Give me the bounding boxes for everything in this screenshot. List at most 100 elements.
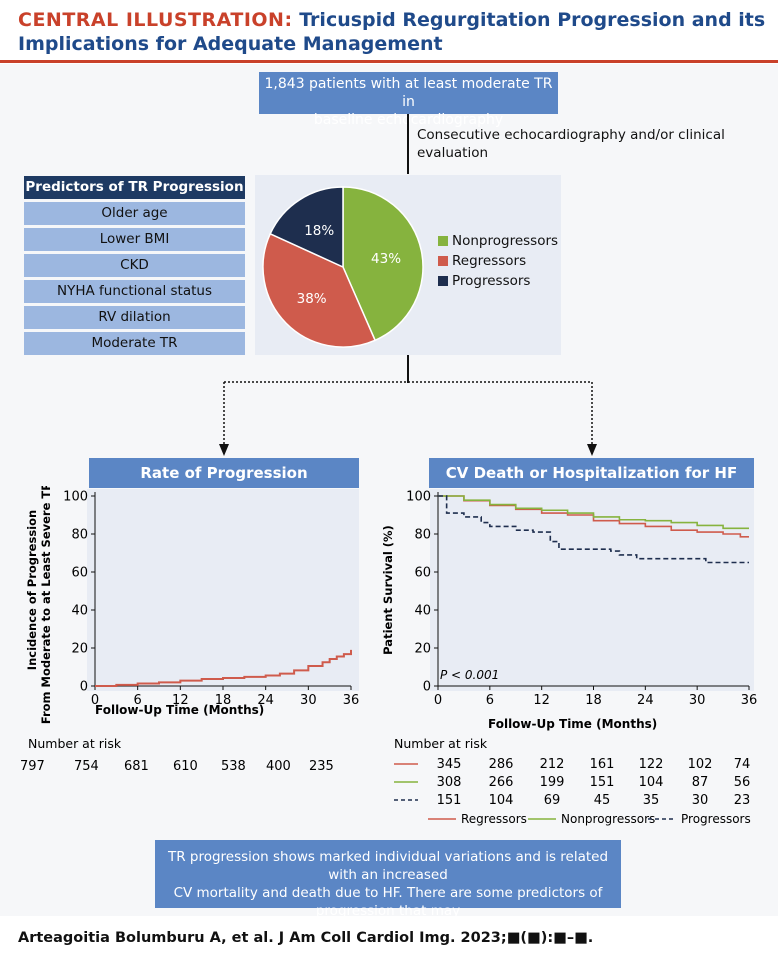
x-tick-label: 12 <box>533 693 550 708</box>
x-tick-label: 24 <box>257 693 274 708</box>
evaluation-line2: evaluation <box>417 145 489 161</box>
flow-connector-mid <box>407 355 409 383</box>
risk-value: 151 <box>590 775 615 790</box>
title-divider <box>0 60 778 63</box>
y-tick-label: 0 <box>80 680 88 695</box>
x-axis-label: Follow-Up Time (Months) <box>488 717 657 731</box>
predictor-item: CKD <box>24 254 245 277</box>
survival-chart-title: CV Death or Hospitalization for HF <box>429 458 754 488</box>
x-tick-label: 18 <box>215 693 232 708</box>
x-tick-label: 6 <box>486 693 494 708</box>
x-tick-label: 0 <box>91 693 99 708</box>
x-tick-label: 24 <box>637 693 654 708</box>
risk-value: 30 <box>692 793 709 808</box>
predictor-item: NYHA functional status <box>24 280 245 303</box>
series-line-incidence <box>95 649 352 687</box>
predictors-title: Predictors of TR Progression <box>24 176 245 199</box>
pie-label-progressors: 18% <box>304 223 334 239</box>
rate-chart-title: Rate of Progression <box>89 458 359 488</box>
summary-line2: CV mortality and death due to HF. There … <box>173 885 603 919</box>
plot-area <box>87 489 359 691</box>
y-tick-label: 80 <box>414 528 431 543</box>
legend-label-nonprogressors: Nonprogressors <box>452 233 558 249</box>
pie-label-nonprogressors: 43% <box>371 251 401 267</box>
legend-label-progressors: Progressors <box>681 812 751 826</box>
summary-box: TR progression shows marked individual v… <box>155 840 621 937</box>
y-axis-label: Patient Survival (%) <box>381 525 395 655</box>
x-tick-label: 36 <box>343 693 360 708</box>
legend-swatch-regressors <box>438 256 448 266</box>
legend-swatch-progressors <box>438 276 448 286</box>
risk-value: 104 <box>489 793 514 808</box>
risk-value: 102 <box>688 757 713 772</box>
x-tick-label: 36 <box>741 693 758 708</box>
x-tick-label: 6 <box>134 693 142 708</box>
pie-panel: 43% 38% 18% Nonprogressors Regressors Progre… <box>255 175 561 355</box>
risk-value: 610 <box>173 759 198 774</box>
arrow-down-icon <box>219 444 229 456</box>
title-bar <box>0 0 778 58</box>
pie-slice-regressors <box>262 232 377 348</box>
risk-value: 538 <box>221 759 246 774</box>
evaluation-text: Consecutive echocardiography and/or clin… <box>417 126 727 162</box>
series-line-progressors <box>438 495 749 564</box>
risk-value: 56 <box>734 775 751 790</box>
pie-chart: 43% 38% 18% Nonprogressors Regressors Progre… <box>262 186 558 348</box>
risk-title: Number at risk <box>394 736 488 751</box>
x-tick-label: 30 <box>300 693 317 708</box>
y-tick-label: 60 <box>414 566 431 581</box>
survival-chart: 0 20 40 60 80 100 0 6 12 18 24 30 36 P < 0.001 Follo… <box>381 489 758 826</box>
p-value: P < 0.001 <box>440 668 499 682</box>
arrow-down-icon <box>587 444 597 456</box>
y-tick-label: 0 <box>423 680 431 695</box>
y-tick-label: 40 <box>71 604 88 619</box>
patients-line1: 1,843 patients with at least moderate TR… <box>264 76 553 110</box>
flow-connector-top <box>407 114 409 174</box>
citation: Arteagoitia Bolumburu A, et al. J Am Col… <box>18 930 594 946</box>
risk-value: 35 <box>643 793 660 808</box>
predictor-item: Moderate TR <box>24 332 245 355</box>
x-tick-label: 30 <box>689 693 706 708</box>
plot-area <box>430 489 754 691</box>
y-tick-label: 40 <box>414 604 431 619</box>
x-tick-label: 12 <box>172 693 189 708</box>
y-tick-label: 100 <box>406 490 431 505</box>
y-axis-label: Incidence of Progression <box>25 510 39 670</box>
risk-value: 104 <box>639 775 664 790</box>
series-line-nonprogressors <box>438 495 749 530</box>
patients-box: 1,843 patients with at least moderate TR… <box>259 72 558 128</box>
risk-value: 266 <box>489 775 514 790</box>
x-tick-label: 18 <box>585 693 602 708</box>
pie-label-regressors: 38% <box>297 291 327 307</box>
risk-value: 235 <box>309 759 334 774</box>
risk-value: 74 <box>734 757 751 772</box>
risk-value: 87 <box>692 775 709 790</box>
risk-value: 69 <box>544 793 561 808</box>
risk-value: 212 <box>540 757 565 772</box>
y-tick-label: 80 <box>71 528 88 543</box>
y-axis-label: From Moderate to at Least Severe TR (%) <box>39 486 53 724</box>
legend-label-regressors: Regressors <box>461 812 527 826</box>
pie-slice-progressors <box>269 186 344 269</box>
summary-line3: allow an early identification of patient… <box>171 921 605 937</box>
risk-value: 199 <box>540 775 565 790</box>
risk-value: 754 <box>74 759 99 774</box>
risk-title: Number at risk <box>28 736 122 751</box>
summary-line1: TR progression shows marked individual v… <box>167 849 609 883</box>
risk-value: 45 <box>594 793 611 808</box>
predictor-item: RV dilation <box>24 306 245 329</box>
risk-value: 23 <box>734 793 751 808</box>
figure-title-text1: Tricuspid Regurgitation Progression and … <box>299 9 766 31</box>
risk-value: 161 <box>590 757 615 772</box>
risk-value: 286 <box>489 757 514 772</box>
series-line-regressors <box>438 495 749 538</box>
risk-value: 400 <box>266 759 291 774</box>
predictor-item: Older age <box>24 202 245 225</box>
y-tick-label: 100 <box>63 490 88 505</box>
figure-label: CENTRAL ILLUSTRATION: <box>18 9 293 31</box>
legend-label-nonprogressors: Nonprogressors <box>561 812 655 826</box>
rate-chart: 0 20 40 60 80 100 0 6 12 18 24 30 36 Follow-Up Time … <box>20 486 360 774</box>
figure-title-line2: Implications for Adequate Management <box>18 33 443 55</box>
predictor-item: Lower BMI <box>24 228 245 251</box>
x-axis-label: Follow-Up Time (Months) <box>95 703 264 717</box>
